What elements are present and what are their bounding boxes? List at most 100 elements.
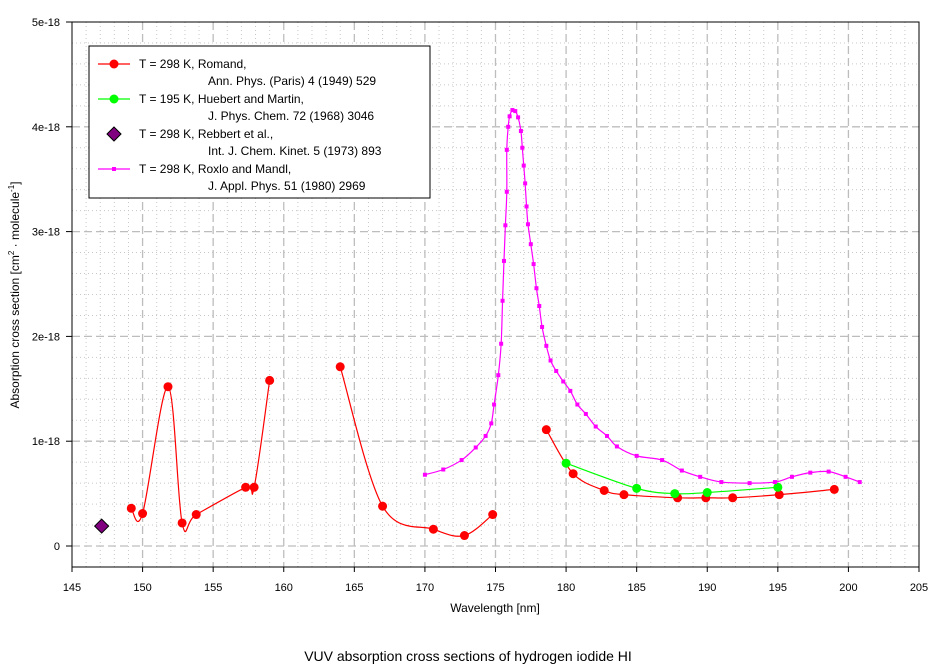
data-point bbox=[525, 222, 530, 227]
data-point bbox=[492, 402, 497, 407]
series-line bbox=[565, 462, 778, 495]
data-point bbox=[459, 458, 464, 463]
series-1 bbox=[126, 362, 839, 541]
data-point bbox=[441, 467, 446, 472]
chart-title: VUV absorption cross sections of hydroge… bbox=[304, 648, 632, 664]
data-point bbox=[719, 480, 724, 485]
data-point bbox=[826, 469, 831, 474]
data-point bbox=[523, 181, 528, 186]
data-point bbox=[568, 388, 573, 393]
data-point bbox=[520, 145, 525, 150]
data-point bbox=[483, 433, 488, 438]
data-point bbox=[503, 223, 508, 228]
y-tick-label: 5e-18 bbox=[32, 17, 60, 29]
legend-label: T = 298 K, Rebbert et al., bbox=[139, 127, 273, 141]
x-tick-label: 200 bbox=[839, 582, 857, 594]
data-point bbox=[614, 444, 619, 449]
data-point bbox=[634, 453, 639, 458]
plot-area bbox=[93, 108, 862, 541]
data-point bbox=[679, 468, 684, 473]
data-point bbox=[531, 262, 536, 267]
legend-marker bbox=[112, 167, 116, 171]
data-point bbox=[593, 424, 598, 429]
data-point bbox=[489, 421, 494, 426]
data-point bbox=[504, 189, 509, 194]
data-point bbox=[241, 482, 251, 492]
y-axis-label-sup1: 2 bbox=[7, 250, 16, 255]
data-point bbox=[249, 482, 259, 492]
data-point bbox=[507, 114, 512, 119]
data-point bbox=[548, 358, 553, 363]
data-point bbox=[504, 147, 509, 152]
data-point bbox=[335, 362, 345, 372]
data-point bbox=[177, 518, 187, 528]
data-point bbox=[541, 425, 551, 435]
data-point bbox=[163, 382, 173, 392]
data-point bbox=[808, 470, 813, 475]
data-point bbox=[702, 488, 712, 498]
data-point bbox=[488, 510, 498, 520]
data-point bbox=[138, 509, 148, 519]
data-point bbox=[829, 484, 839, 494]
data-point bbox=[728, 493, 738, 503]
y-tick-label: 0 bbox=[54, 541, 60, 553]
data-point bbox=[524, 204, 529, 209]
data-point bbox=[568, 469, 578, 479]
x-tick-label: 145 bbox=[63, 582, 81, 594]
data-point bbox=[513, 109, 518, 114]
x-tick-label: 170 bbox=[416, 582, 434, 594]
y-axis-label-end: ] bbox=[8, 181, 22, 184]
legend-reference: J. Phys. Chem. 72 (1968) 3046 bbox=[208, 109, 374, 123]
y-tick-label: 2e-18 bbox=[32, 331, 60, 343]
legend-marker bbox=[109, 94, 119, 104]
data-point bbox=[428, 524, 438, 534]
data-point bbox=[599, 485, 609, 495]
data-point bbox=[843, 474, 848, 479]
legend-box bbox=[88, 45, 431, 199]
y-axis-label-main: Absorption cross section [cm bbox=[8, 255, 22, 408]
y-axis-label-sup2: -1 bbox=[7, 184, 16, 192]
data-point bbox=[473, 445, 478, 450]
data-point bbox=[521, 163, 526, 168]
legend-label: T = 195 K, Huebert and Martin, bbox=[139, 92, 304, 106]
data-point bbox=[789, 474, 794, 479]
series-line bbox=[130, 380, 271, 533]
legend-item: T = 298 K, Roxlo and Mandl, J. Appl. Phys… bbox=[98, 162, 366, 193]
legend-reference: J. Appl. Phys. 51 (1980) 2969 bbox=[208, 179, 366, 193]
data-point bbox=[660, 458, 665, 463]
x-tick-label: 180 bbox=[557, 582, 575, 594]
data-point bbox=[459, 531, 469, 541]
legend-marker bbox=[109, 59, 119, 69]
legend-label: T = 298 K, Romand, bbox=[139, 57, 247, 71]
x-axis-label: Wavelength [nm] bbox=[450, 601, 540, 615]
data-point bbox=[698, 474, 703, 479]
x-tick-label: 190 bbox=[698, 582, 716, 594]
legend-reference: Ann. Phys. (Paris) 4 (1949) 529 bbox=[208, 74, 376, 88]
y-tick-label: 1e-18 bbox=[32, 436, 60, 448]
data-point bbox=[191, 510, 201, 520]
data-point bbox=[510, 108, 515, 113]
legend: T = 298 K, Romand, Ann. Phys. (Paris) 4 (… bbox=[88, 45, 431, 199]
data-point bbox=[773, 480, 778, 485]
series-line bbox=[545, 429, 835, 499]
data-point bbox=[773, 482, 783, 492]
x-tick-label: 195 bbox=[769, 582, 787, 594]
series-line bbox=[339, 366, 494, 537]
data-point bbox=[747, 481, 752, 486]
data-point bbox=[528, 242, 533, 247]
x-tick-label: 160 bbox=[275, 582, 293, 594]
legend-item: T = 195 K, Huebert and Martin, J. Phys. C… bbox=[98, 92, 374, 123]
legend-label: T = 298 K, Roxlo and Mandl, bbox=[139, 162, 291, 176]
y-axis-label: Absorption cross section [cm2 · molecule… bbox=[7, 181, 22, 408]
data-point bbox=[544, 343, 549, 348]
series-2 bbox=[561, 458, 783, 499]
data-point bbox=[518, 128, 523, 133]
data-point bbox=[561, 458, 571, 468]
data-point bbox=[93, 518, 110, 534]
x-tick-label: 185 bbox=[627, 582, 645, 594]
data-point bbox=[422, 472, 427, 477]
data-point bbox=[583, 411, 588, 416]
legend-marker bbox=[106, 126, 122, 142]
series-3 bbox=[93, 518, 110, 534]
